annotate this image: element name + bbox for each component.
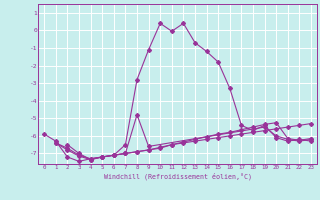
X-axis label: Windchill (Refroidissement éolien,°C): Windchill (Refroidissement éolien,°C) [104,172,252,180]
